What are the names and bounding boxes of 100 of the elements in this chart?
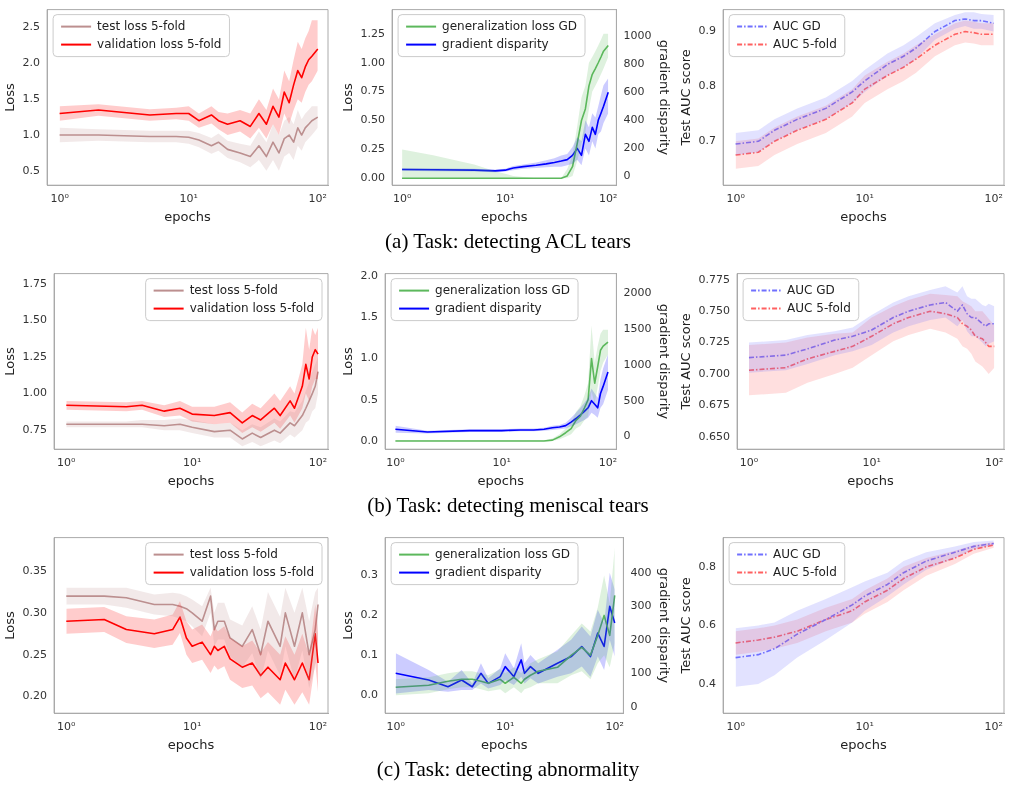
x-axis-title: epochs: [840, 208, 887, 224]
y-tick-label: 0.6: [698, 618, 717, 632]
y-tick-label: 0.25: [360, 142, 386, 156]
y2-tick-label: 500: [623, 393, 645, 407]
x-tick-label: 10¹: [179, 191, 198, 205]
text: (c) Task: detecting abnormality: [376, 757, 640, 781]
y-tick-label: 0.725: [698, 335, 731, 349]
x-axis-title: epochs: [481, 208, 528, 224]
y2-axis-title: gradient disparity: [656, 39, 672, 156]
legend-label: test loss 5-fold: [189, 546, 278, 561]
y-tick-label: 0.650: [698, 429, 731, 443]
x-tick-label: 10²: [984, 719, 1003, 733]
legend-label: validation loss 5-fold: [189, 564, 314, 579]
y-tick-label: 0.4: [698, 676, 717, 690]
y-axis-title: Loss: [2, 346, 18, 376]
y2-tick-label: 1000: [623, 28, 652, 42]
y-tick-label: 0.8: [698, 559, 717, 573]
y-tick-label: 0.775: [698, 272, 731, 286]
y-axis-title: Loss: [340, 610, 356, 640]
y2-tick-label: 200: [623, 141, 645, 155]
x-axis-title: epochs: [840, 736, 887, 752]
y-tick-label: 2.0: [360, 268, 379, 282]
y-tick-label: 0.35: [22, 563, 48, 577]
x-tick-label: 10¹: [492, 455, 511, 469]
legend-label: gradient disparity: [435, 564, 542, 579]
x-tick-label: 10¹: [182, 719, 202, 733]
y-axis-title: Loss: [2, 610, 18, 640]
y-tick-label: 0.700: [698, 366, 731, 380]
legend-label: generalization loss GD: [435, 546, 571, 561]
legend-label: gradient disparity: [442, 36, 549, 51]
x-tick-label: 10²: [598, 455, 618, 469]
y-tick-label: 0.50: [360, 113, 386, 127]
x-tick-label: 10¹: [182, 455, 202, 469]
x-tick-label: 10²: [605, 719, 624, 733]
y2-axis-title: gradient disparity: [656, 303, 672, 420]
y-tick-label: 0.8: [698, 79, 717, 93]
x-tick-label: 10¹: [495, 191, 515, 205]
y-tick-label: 1.75: [22, 276, 48, 290]
y-tick-label: 1.0: [360, 351, 379, 365]
y2-tick-label: 1500: [623, 322, 652, 336]
x-tick-label: 10¹: [855, 719, 874, 733]
x-tick-label: 10⁰: [386, 719, 406, 733]
y-tick-label: 0.3: [360, 568, 379, 582]
y-axis-title: Test AUC score: [678, 577, 694, 675]
text: (a) Task: detecting ACL tears: [385, 229, 631, 253]
y-tick-label: 1.5: [360, 310, 379, 324]
y-tick-label: 0.0: [360, 433, 379, 447]
y-tick-label: 0.20: [22, 689, 48, 703]
y-tick-label: 1.5: [22, 92, 41, 106]
y2-tick-label: 2000: [623, 286, 652, 300]
legend-label: generalization loss GD: [435, 282, 571, 297]
y2-tick-label: 600: [623, 85, 645, 99]
y-tick-label: 1.25: [360, 26, 386, 40]
x-tick-label: 10⁰: [739, 455, 759, 469]
x-tick-label: 10¹: [862, 455, 881, 469]
x-tick-label: 10⁰: [726, 719, 746, 733]
x-tick-label: 10²: [599, 191, 618, 205]
y2-tick-label: 0: [623, 169, 631, 183]
x-tick-label: 10¹: [496, 719, 515, 733]
y-axis-title: Loss: [2, 82, 18, 112]
x-axis-title: epochs: [477, 472, 525, 488]
x-tick-label: 10⁰: [57, 719, 77, 733]
x-tick-label: 10²: [308, 455, 328, 469]
y-tick-label: 0.5: [360, 392, 379, 406]
y-tick-label: 1.50: [22, 313, 48, 327]
x-tick-label: 10⁰: [392, 191, 412, 205]
x-axis-title: epochs: [164, 208, 211, 224]
y-tick-label: 0.5: [22, 163, 41, 177]
legend-label: validation loss 5-fold: [97, 36, 222, 51]
x-tick-label: 10²: [984, 191, 1003, 205]
y-tick-label: 0.0: [360, 688, 379, 702]
y-tick-label: 0.30: [22, 605, 48, 619]
legend-label: AUC 5-fold: [773, 36, 837, 51]
y-tick-label: 0.00: [360, 171, 386, 185]
y-tick-label: 0.9: [698, 24, 717, 38]
x-axis-title: epochs: [167, 736, 215, 752]
legend-label: generalization loss GD: [442, 18, 578, 33]
y2-tick-label: 300: [630, 599, 652, 613]
y-axis-title: Loss: [340, 346, 356, 376]
legend-label: gradient disparity: [435, 300, 542, 315]
y-tick-label: 0.25: [22, 647, 48, 661]
legend-label: validation loss 5-fold: [189, 300, 314, 315]
y-axis-title: Test AUC score: [678, 49, 694, 147]
y-tick-label: 1.25: [22, 349, 48, 363]
y-tick-label: 0.75: [22, 423, 48, 437]
y-tick-label: 1.0: [22, 127, 41, 141]
y-tick-label: 0.7: [698, 134, 717, 148]
legend-label: AUC 5-fold: [773, 564, 837, 579]
legend-label: AUC GD: [787, 282, 835, 297]
y2-tick-label: 0: [623, 429, 631, 443]
x-axis-title: epochs: [847, 472, 894, 488]
legend-label: AUC 5-fold: [787, 300, 851, 315]
x-tick-label: 10⁰: [50, 191, 70, 205]
y2-tick-label: 400: [630, 565, 652, 579]
legend-label: AUC GD: [773, 18, 821, 33]
x-axis-title: epochs: [167, 472, 215, 488]
y-tick-label: 0.1: [360, 648, 379, 662]
text: (b) Task: detecting meniscal tears: [367, 493, 649, 517]
y2-tick-label: 200: [630, 632, 652, 646]
legend-label: test loss 5-fold: [189, 282, 278, 297]
